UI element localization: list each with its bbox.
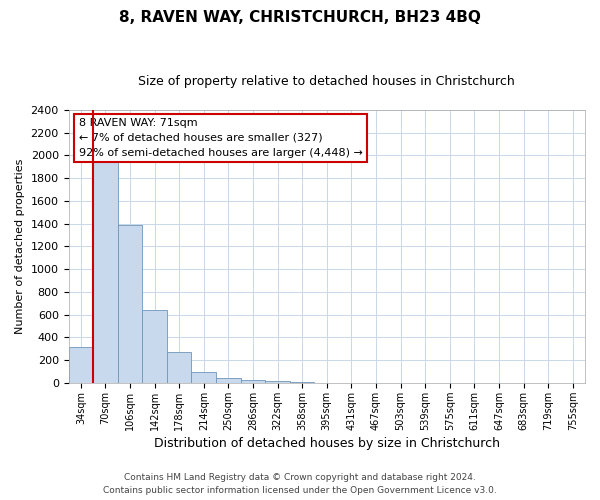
Bar bbox=[93, 162, 118, 383]
Bar bbox=[167, 352, 191, 383]
Bar bbox=[191, 372, 216, 383]
Bar bbox=[241, 380, 265, 383]
Text: 8, RAVEN WAY, CHRISTCHURCH, BH23 4BQ: 8, RAVEN WAY, CHRISTCHURCH, BH23 4BQ bbox=[119, 10, 481, 25]
Bar bbox=[265, 380, 290, 383]
X-axis label: Distribution of detached houses by size in Christchurch: Distribution of detached houses by size … bbox=[154, 437, 500, 450]
Bar bbox=[142, 310, 167, 383]
Bar bbox=[118, 225, 142, 383]
Y-axis label: Number of detached properties: Number of detached properties bbox=[15, 159, 25, 334]
Text: Contains HM Land Registry data © Crown copyright and database right 2024.
Contai: Contains HM Land Registry data © Crown c… bbox=[103, 474, 497, 495]
Title: Size of property relative to detached houses in Christchurch: Size of property relative to detached ho… bbox=[139, 75, 515, 88]
Text: 8 RAVEN WAY: 71sqm
← 7% of detached houses are smaller (327)
92% of semi-detache: 8 RAVEN WAY: 71sqm ← 7% of detached hous… bbox=[79, 118, 363, 158]
Bar bbox=[68, 346, 93, 383]
Bar bbox=[216, 378, 241, 383]
Bar bbox=[290, 382, 314, 383]
